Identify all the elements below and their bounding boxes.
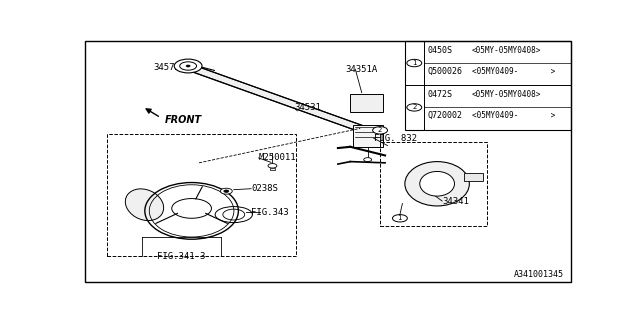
Text: 34572: 34572	[154, 63, 180, 72]
Ellipse shape	[405, 162, 469, 206]
Bar	[270, 167, 275, 171]
Text: 2: 2	[378, 127, 382, 133]
Circle shape	[186, 65, 190, 67]
Bar	[353, 124, 383, 147]
Bar	[380, 142, 486, 226]
Text: FIG.341-3: FIG.341-3	[157, 252, 205, 261]
Bar	[108, 134, 296, 256]
Circle shape	[224, 190, 229, 192]
Circle shape	[220, 188, 232, 194]
Text: Q720002: Q720002	[428, 111, 462, 120]
Text: M250011: M250011	[259, 153, 296, 163]
Text: A341001345: A341001345	[513, 270, 564, 279]
Text: 34351A: 34351A	[346, 65, 378, 74]
Circle shape	[364, 158, 372, 162]
Bar	[405, 41, 571, 130]
Text: 0450S: 0450S	[428, 46, 452, 55]
Text: 0472S: 0472S	[428, 90, 452, 99]
Circle shape	[174, 59, 202, 73]
Text: <05MY-05MY0408>: <05MY-05MY0408>	[472, 46, 541, 55]
Text: 1: 1	[397, 215, 402, 221]
Text: <05MY0409-       >: <05MY0409- >	[472, 67, 555, 76]
Text: FRONT: FRONT	[164, 115, 202, 125]
Text: 2: 2	[412, 104, 417, 110]
Text: 0238S: 0238S	[251, 184, 278, 193]
Circle shape	[407, 104, 422, 111]
Text: Q500026: Q500026	[428, 67, 462, 76]
Text: 34341: 34341	[442, 196, 469, 205]
Text: <05MY0409-       >: <05MY0409- >	[472, 111, 555, 120]
Circle shape	[407, 59, 422, 67]
Text: <05MY-05MY0408>: <05MY-05MY0408>	[472, 90, 541, 99]
Circle shape	[180, 62, 196, 70]
Polygon shape	[191, 67, 364, 131]
Text: 1: 1	[412, 60, 417, 66]
Circle shape	[268, 164, 277, 168]
Ellipse shape	[420, 172, 454, 196]
Bar	[465, 173, 483, 181]
Bar	[350, 94, 383, 112]
Text: FIG. 832: FIG. 832	[374, 134, 417, 143]
Circle shape	[392, 215, 408, 222]
Text: 34531: 34531	[294, 103, 321, 112]
Ellipse shape	[125, 189, 164, 220]
Circle shape	[372, 127, 388, 134]
Text: FIG.343: FIG.343	[251, 208, 289, 217]
